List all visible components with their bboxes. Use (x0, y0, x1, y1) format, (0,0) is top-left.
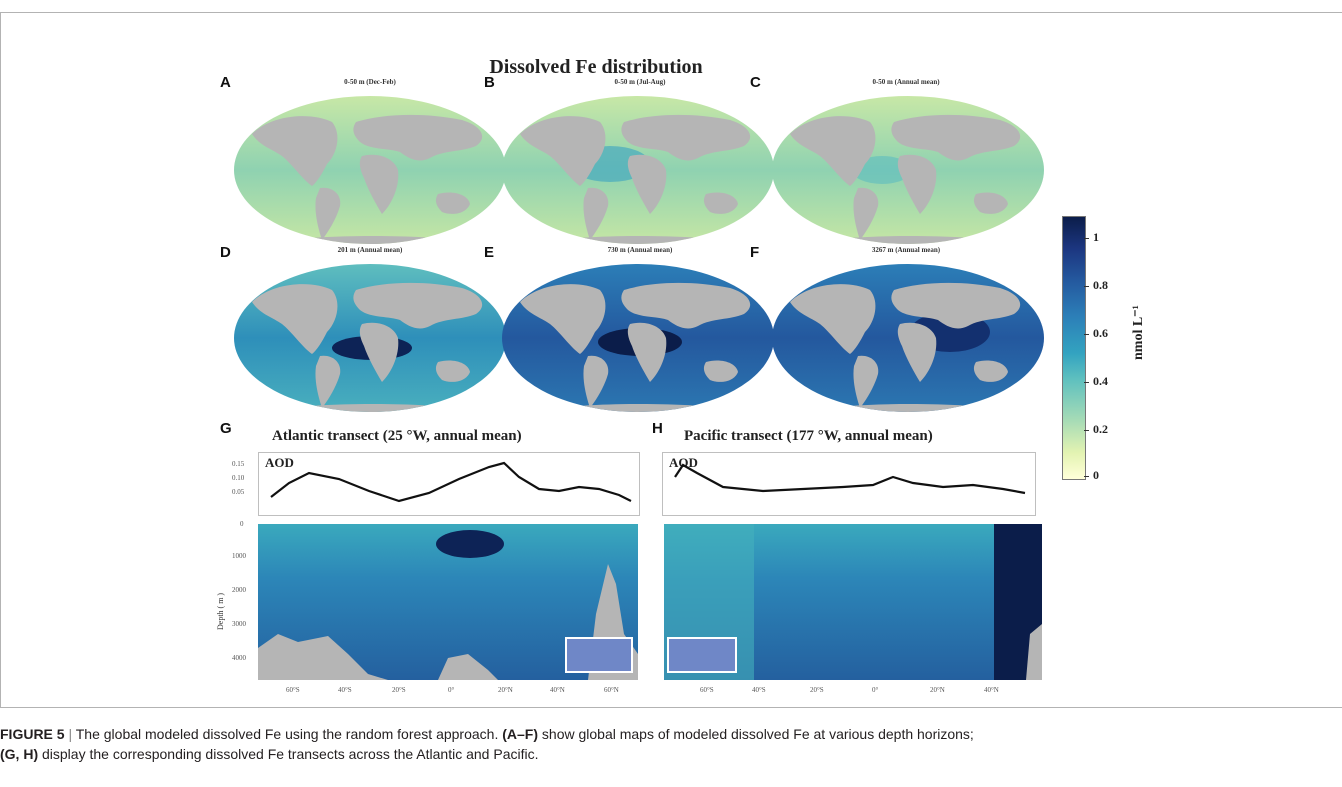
caption-ref-1: (A–F) (502, 726, 539, 742)
panel-subtitle-b: 0-50 m (Jul-Aug) (614, 78, 666, 86)
lat-tick-g-4: 20°N (498, 686, 513, 694)
aod-line-pacific (674, 463, 1026, 495)
depth-tick-4: 4000 (232, 654, 246, 662)
colorbar-unit: nmol L⁻¹ (1131, 305, 1146, 360)
panel-label-e: E (484, 244, 495, 261)
map-panel-b (500, 94, 776, 246)
map-panel-a (232, 94, 508, 246)
lat-tick-g-5: 40°N (550, 686, 565, 694)
figure-caption: FIGURE 5 | The global modeled dissolved … (0, 724, 1320, 764)
panel-label-a: A (220, 74, 231, 91)
lat-tick-g-6: 60°N (604, 686, 619, 694)
map-panel-c (770, 94, 1046, 246)
lat-tick-g-0: 60°S (286, 686, 300, 694)
aod-plot-pacific: AOD (662, 452, 1036, 516)
caption-figure-label: FIGURE 5 (0, 726, 65, 742)
colorbar-tick-0 (1084, 238, 1089, 239)
colorbar-tick-1 (1084, 286, 1089, 287)
figure-title: Dissolved Fe distribution (489, 56, 703, 78)
lat-tick-g-3: 0° (448, 686, 455, 694)
panel-label-h: H (652, 420, 663, 437)
panel-subtitle-e: 730 m (Annual mean) (607, 246, 673, 254)
section-pacific (664, 524, 1042, 680)
colorbar-label-0: 1 (1093, 230, 1099, 244)
depth-tick-2: 2000 (232, 586, 246, 594)
panel-label-b: B (484, 74, 495, 91)
panel-label-g: G (220, 420, 232, 437)
depth-tick-0: 0 (240, 520, 244, 528)
transect-title-atlantic: Atlantic transect (25 °W, annual mean) (272, 428, 522, 444)
lat-tick-h-4: 20°N (930, 686, 945, 694)
frame-top-rule (0, 12, 1342, 13)
colorbar-label-1: 0.8 (1093, 278, 1108, 292)
depth-tick-3: 3000 (232, 620, 246, 628)
caption-text-2: show global maps of modeled dissolved Fe… (541, 726, 974, 742)
aod-line-atlantic (270, 461, 632, 503)
colorbar-label-5: 0 (1093, 468, 1099, 482)
colorbar-label-2: 0.6 (1093, 326, 1108, 340)
map-panel-e (500, 262, 776, 414)
lat-tick-g-1: 40°S (338, 686, 352, 694)
aod-tick-1: 0.10 (232, 474, 245, 482)
caption-separator: | (68, 726, 73, 742)
caption-rule (0, 707, 1342, 708)
map-panel-d (232, 262, 508, 414)
colorbar-tick-3 (1084, 382, 1089, 383)
frame-left-rule (0, 12, 1, 708)
colorbar-tick-4 (1084, 430, 1089, 431)
panel-subtitle-d: 201 m (Annual mean) (337, 246, 403, 254)
lat-tick-g-2: 20°S (392, 686, 406, 694)
depth-tick-1: 1000 (232, 552, 246, 560)
lat-tick-h-1: 40°S (752, 686, 766, 694)
aod-tick-2: 0.05 (232, 488, 245, 496)
colorbar-label-3: 0.4 (1093, 374, 1108, 388)
lat-tick-h-2: 20°S (810, 686, 824, 694)
caption-ref-2: (G, H) (0, 746, 39, 762)
caption-text-1: The global modeled dissolved Fe using th… (75, 726, 499, 742)
caption-text-3: display the corresponding dissolved Fe t… (42, 746, 539, 762)
panel-label-f: F (750, 244, 760, 261)
panel-subtitle-a: 0-50 m (Dec-Feb) (344, 78, 396, 86)
aod-plot-atlantic: AOD (258, 452, 640, 516)
lat-tick-h-5: 40°N (984, 686, 999, 694)
colorbar-tick-2 (1084, 334, 1089, 335)
panel-label-d: D (220, 244, 231, 261)
panel-label-c: C (750, 74, 761, 91)
lat-tick-h-0: 60°S (700, 686, 714, 694)
depth-axis-label: Depth ( m ) (216, 592, 225, 630)
aod-tick-0: 0.15 (232, 460, 245, 468)
section-atlantic (258, 524, 638, 680)
colorbar-tick-5 (1084, 476, 1089, 477)
aod-label-pacific: AOD (669, 455, 698, 470)
lat-tick-h-3: 0° (872, 686, 879, 694)
panel-subtitle-c: 0-50 m (Annual mean) (872, 78, 940, 86)
colorbar-label-4: 0.2 (1093, 422, 1108, 436)
transect-title-pacific: Pacific transect (177 °W, annual mean) (684, 428, 933, 444)
aod-label-atlantic: AOD (265, 455, 294, 470)
colorbar (1062, 216, 1086, 480)
panel-subtitle-f: 3267 m (Annual mean) (871, 246, 941, 254)
map-panel-f (770, 262, 1046, 414)
